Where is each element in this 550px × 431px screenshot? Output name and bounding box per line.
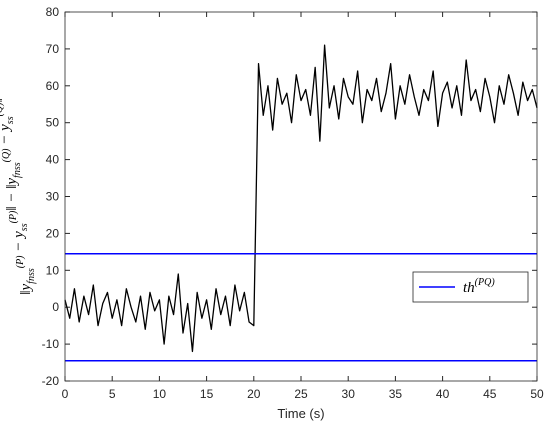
y-axis-label-sup: (Q) xyxy=(0,102,5,117)
legend-label-main: th xyxy=(463,280,475,296)
y-tick-label: 50 xyxy=(46,116,60,130)
y-axis-label: ‖yfnss(P) − yss(P)‖ − ‖yfnss(Q) − yss(Q)… xyxy=(0,98,37,294)
y-tick-label: 60 xyxy=(46,79,60,93)
data-line xyxy=(64,44,538,353)
y-tick-label: 80 xyxy=(46,5,60,19)
y-tick-label: 30 xyxy=(46,190,60,204)
y-axis-label-sub: fnss xyxy=(12,162,23,178)
x-tick-label: 5 xyxy=(109,387,116,401)
y-axis-label-sub: ss xyxy=(5,116,16,124)
y-axis-label-sup: (Q) xyxy=(1,148,12,163)
y-tick-label: 10 xyxy=(46,263,60,277)
legend: th(PQ) xyxy=(412,271,529,303)
x-axis-label: Time (s) xyxy=(277,406,324,421)
x-tick-label: 30 xyxy=(342,387,356,401)
y-axis-label-text: − y xyxy=(11,231,27,256)
y-tick-label: 20 xyxy=(46,226,60,240)
x-tick-label: 25 xyxy=(294,387,308,401)
x-tick-label: 15 xyxy=(200,387,214,401)
y-tick-label: -10 xyxy=(42,337,60,351)
y-axis-label-text: − y xyxy=(0,124,13,149)
y-axis-label-text: ‖ − ‖y xyxy=(4,178,20,211)
axes-box xyxy=(64,11,538,382)
y-axis-label-text: ‖ xyxy=(0,98,6,102)
y-axis-label-sub: ss xyxy=(19,223,30,231)
x-tick-label: 50 xyxy=(530,387,544,401)
x-tick-label: 40 xyxy=(436,387,450,401)
y-axis-label-sub: fnss xyxy=(26,268,37,284)
x-tick-label: 45 xyxy=(483,387,497,401)
y-tick-label: 0 xyxy=(52,300,59,314)
y-axis-label-text: ‖y xyxy=(18,283,34,294)
x-tick-label: 35 xyxy=(389,387,403,401)
y-tick-label: -20 xyxy=(42,374,60,388)
y-axis-label-sup: (P) xyxy=(8,210,19,223)
y-axis-label-sup: (P) xyxy=(15,255,26,268)
legend-label-sup: (PQ) xyxy=(475,277,496,288)
legend-label: th(PQ) xyxy=(463,277,495,296)
y-tick-label: 40 xyxy=(46,153,60,167)
x-tick-label: 0 xyxy=(62,387,69,401)
x-tick-label: 20 xyxy=(247,387,261,401)
x-tick-label: 10 xyxy=(153,387,167,401)
y-tick-label: 70 xyxy=(46,42,60,56)
